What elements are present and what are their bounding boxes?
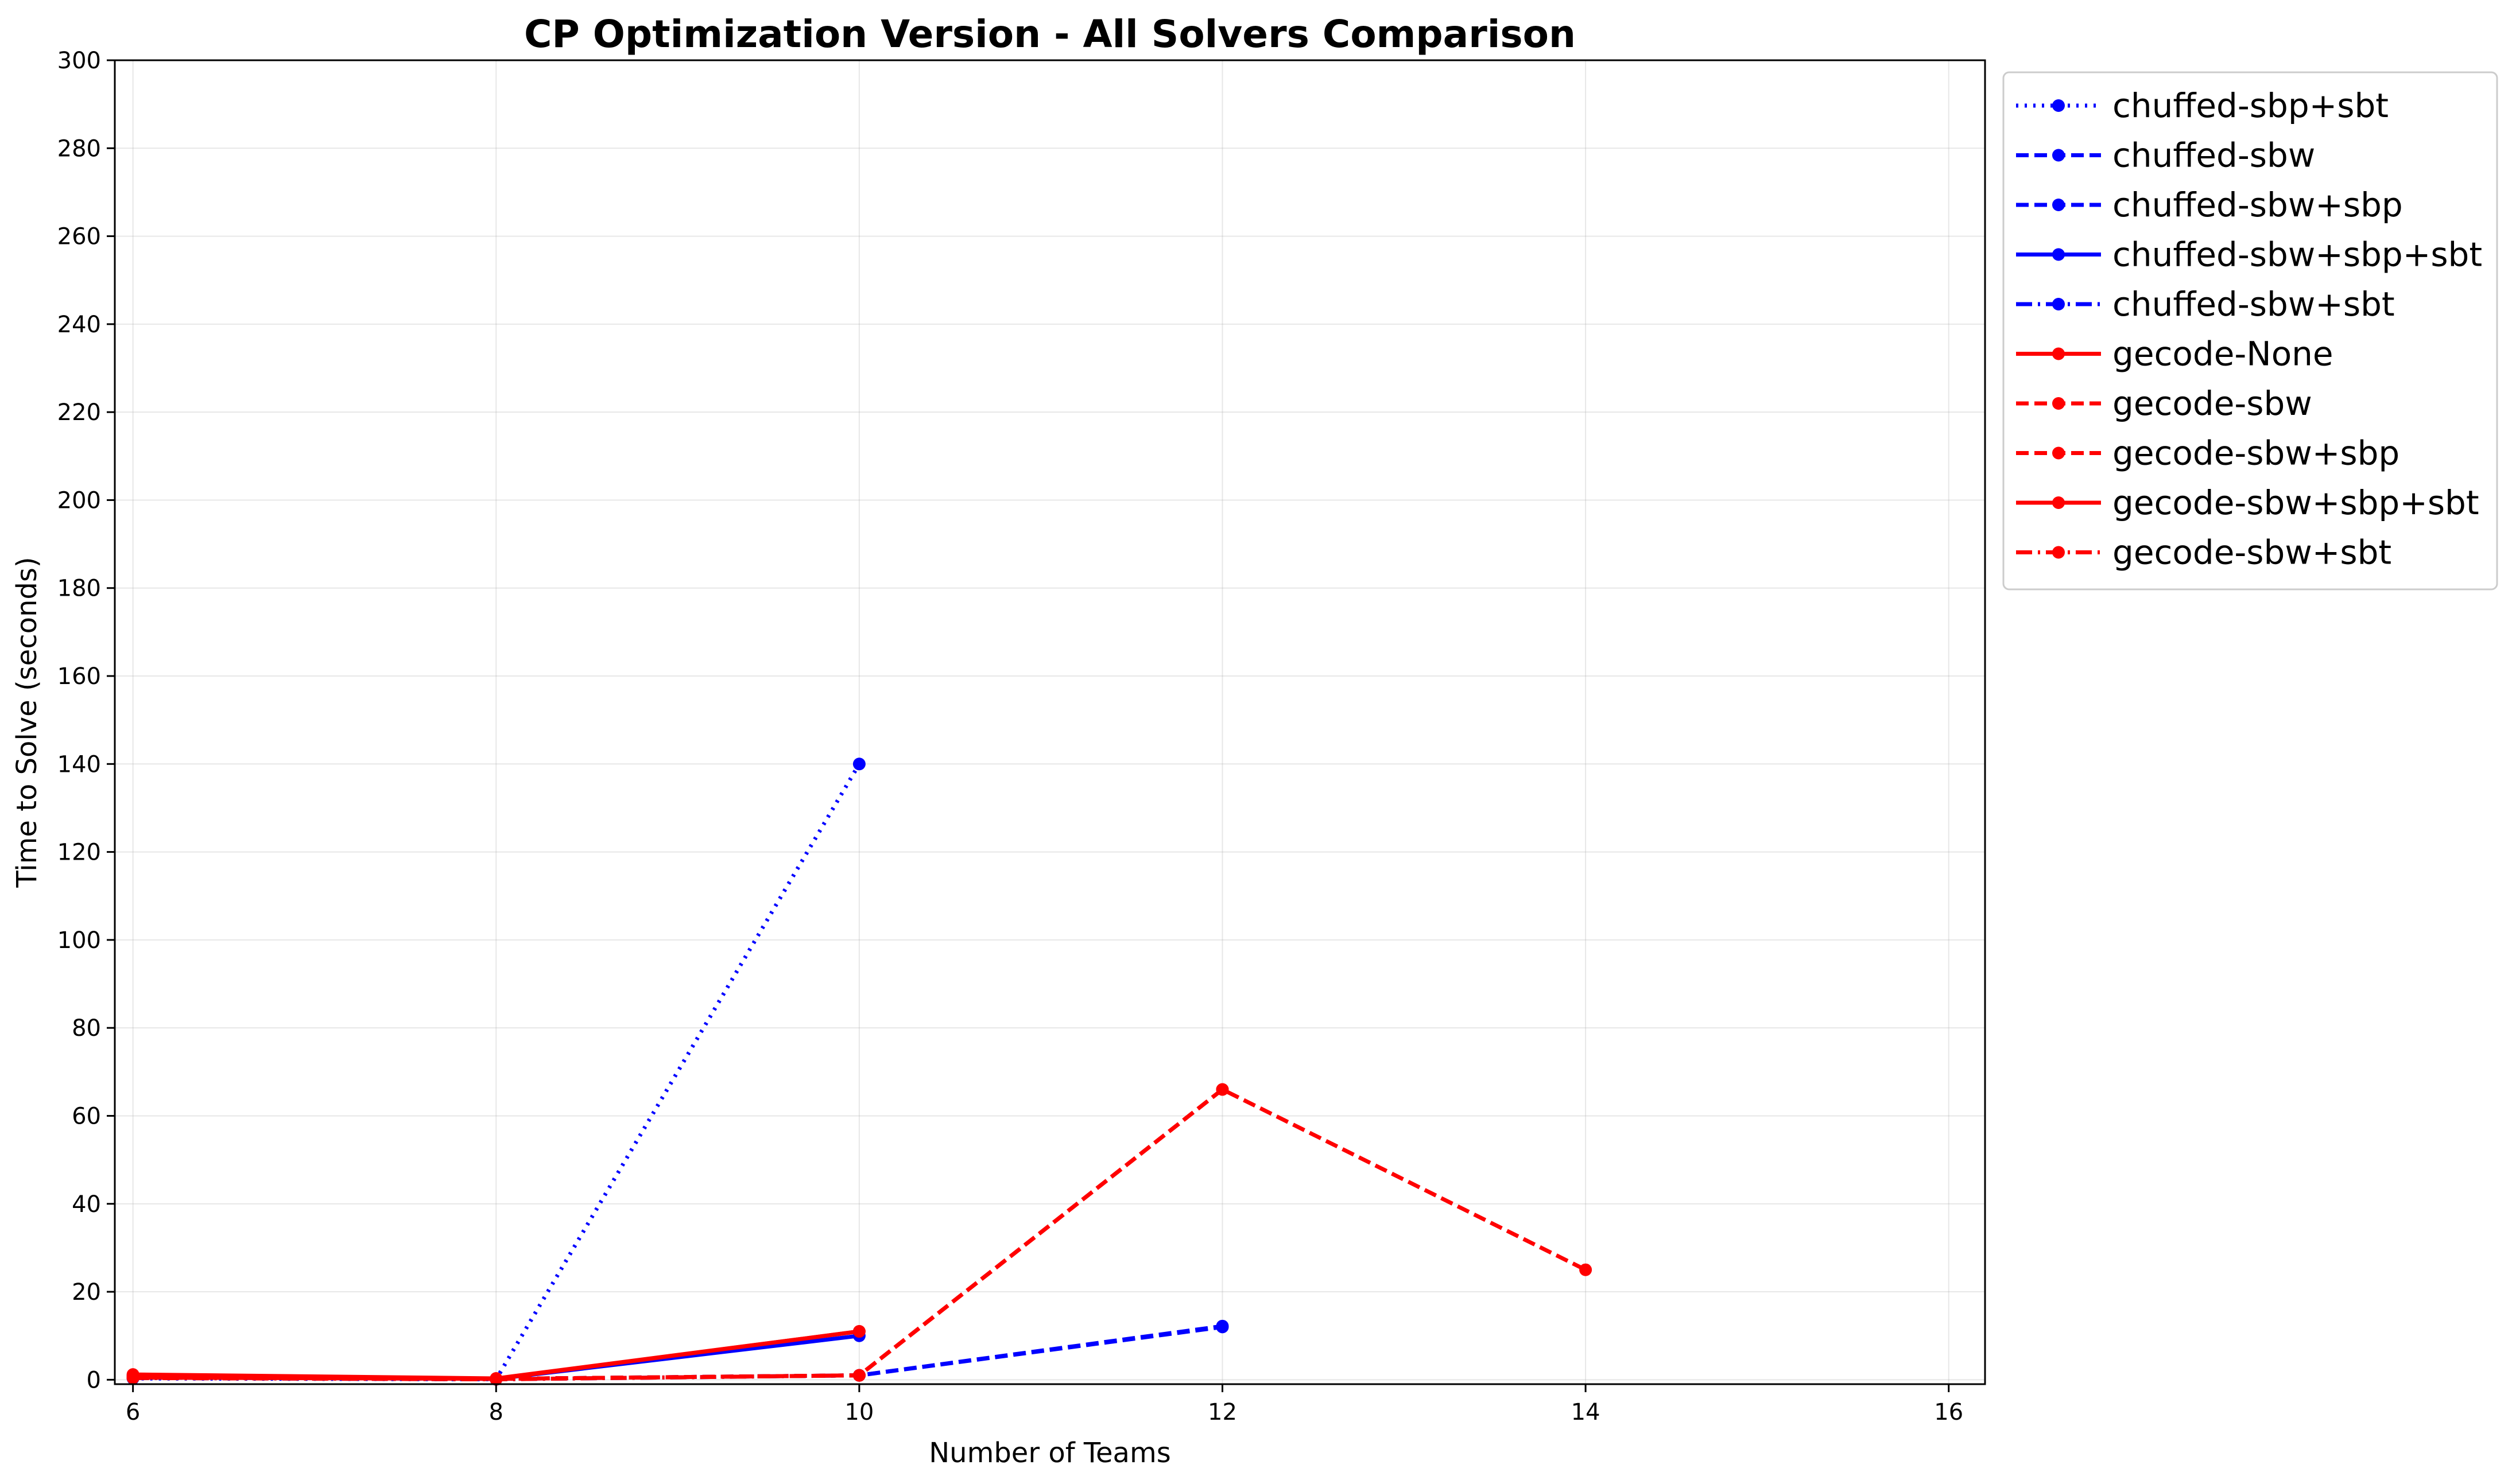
data-point bbox=[1216, 1083, 1229, 1096]
legend-item: gecode-sbw bbox=[2016, 384, 2312, 423]
legend-marker bbox=[2052, 347, 2065, 360]
series-group bbox=[126, 757, 1592, 1386]
legend-marker bbox=[2052, 446, 2065, 460]
y-tick-label: 200 bbox=[57, 487, 101, 514]
data-point bbox=[1216, 1319, 1229, 1333]
legend-label: chuffed-sbp+sbt bbox=[2112, 86, 2389, 125]
legend-item: chuffed-sbw+sbp bbox=[2016, 185, 2403, 224]
legend-item: gecode-sbw+sbp+sbt bbox=[2016, 483, 2479, 522]
data-point bbox=[852, 1369, 866, 1382]
y-tick-label: 40 bbox=[72, 1191, 101, 1218]
y-tick-label: 60 bbox=[72, 1103, 101, 1129]
data-point bbox=[490, 1373, 503, 1386]
legend-marker bbox=[2052, 496, 2065, 509]
legend-label: gecode-sbw bbox=[2112, 384, 2312, 423]
y-tick-label: 0 bbox=[87, 1367, 101, 1393]
y-tick-label: 160 bbox=[57, 663, 101, 690]
x-tick-label: 14 bbox=[1571, 1399, 1600, 1425]
legend-item: gecode-None bbox=[2016, 335, 2333, 374]
legend-label: gecode-sbw+sbp+sbt bbox=[2112, 483, 2479, 522]
x-axis-label: Number of Teams bbox=[929, 1437, 1170, 1469]
legend-item: chuffed-sbw+sbp+sbt bbox=[2016, 235, 2482, 274]
legend-item: gecode-sbw+sbt bbox=[2016, 533, 2391, 572]
legend-marker bbox=[2052, 397, 2065, 410]
y-tick-label: 280 bbox=[57, 135, 101, 162]
legend-item: chuffed-sbw bbox=[2016, 136, 2315, 175]
y-tick-label: 120 bbox=[57, 840, 101, 866]
data-point bbox=[852, 757, 866, 771]
y-tick-label: 80 bbox=[72, 1015, 101, 1042]
legend-label: chuffed-sbw+sbp+sbt bbox=[2112, 235, 2482, 274]
series-gecode-sbw+sbt bbox=[126, 1369, 866, 1386]
y-axis-label: Time to Solve (seconds) bbox=[11, 557, 43, 888]
x-tick-label: 12 bbox=[1208, 1399, 1237, 1425]
legend-item: chuffed-sbw+sbt bbox=[2016, 285, 2395, 324]
legend-label: gecode-None bbox=[2112, 335, 2333, 374]
legend-box bbox=[2002, 71, 2498, 591]
x-tick-label: 16 bbox=[1934, 1399, 1963, 1425]
y-tick-label: 220 bbox=[57, 399, 101, 426]
legend-item: gecode-sbw+sbp bbox=[2016, 434, 2399, 473]
y-tick-label: 20 bbox=[72, 1279, 101, 1306]
x-tick-label: 8 bbox=[489, 1399, 503, 1425]
legend-label: gecode-sbw+sbp bbox=[2112, 434, 2399, 473]
x-tick-label: 6 bbox=[126, 1399, 140, 1425]
plot-frame bbox=[114, 59, 1986, 1385]
y-tick-label: 240 bbox=[57, 312, 101, 338]
legend-label: gecode-sbw+sbt bbox=[2112, 533, 2391, 572]
legend: chuffed-sbp+sbt chuffed-sbw chuffed-sbw+sb… bbox=[2002, 71, 2498, 591]
axis-ticks: 6 8 10 12 14 16020406080100120140160180200220… bbox=[57, 48, 1964, 1425]
legend-marker bbox=[2052, 248, 2065, 261]
legend-marker bbox=[2052, 199, 2065, 211]
y-tick-label: 100 bbox=[57, 927, 101, 954]
legend-marker bbox=[2052, 99, 2065, 112]
legend-label: chuffed-sbw+sbt bbox=[2112, 285, 2395, 324]
legend-marker bbox=[2052, 546, 2065, 559]
legend-marker bbox=[2052, 149, 2065, 162]
legend-marker bbox=[2052, 298, 2065, 310]
x-tick-label: 10 bbox=[844, 1399, 874, 1425]
legend-label: chuffed-sbw bbox=[2112, 136, 2315, 175]
y-tick-label: 300 bbox=[57, 48, 101, 74]
data-point bbox=[1579, 1263, 1592, 1276]
y-tick-label: 260 bbox=[57, 224, 101, 250]
y-tick-label: 140 bbox=[57, 751, 101, 778]
legend-item: chuffed-sbp+sbt bbox=[2016, 86, 2389, 125]
legend-label: chuffed-sbw+sbp bbox=[2112, 185, 2403, 224]
y-tick-label: 180 bbox=[57, 576, 101, 602]
chart-title: CP Optimization Version - All Solvers Co… bbox=[524, 12, 1576, 56]
data-point bbox=[126, 1372, 139, 1385]
data-point bbox=[852, 1325, 866, 1338]
